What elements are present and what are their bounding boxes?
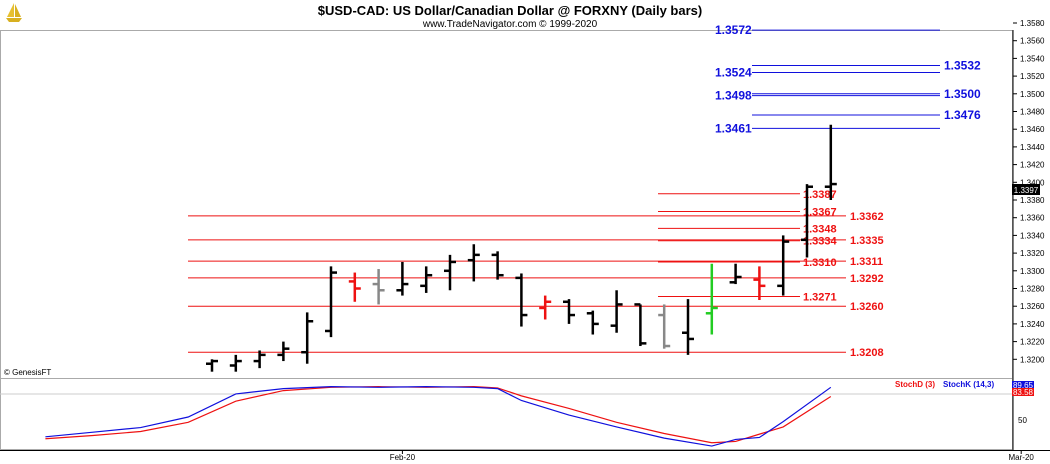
stochastic-lines — [45, 386, 832, 447]
price-tick-label: 1.3340 — [1020, 231, 1045, 240]
ohlc-bar — [325, 266, 337, 338]
price-tick-label: 1.3520 — [1020, 72, 1045, 81]
price-tick-label: 1.3380 — [1020, 196, 1045, 205]
price-panel-frame — [0, 30, 1013, 379]
blue-level-label: 1.3461 — [715, 121, 752, 135]
price-tick-label: 1.3440 — [1020, 143, 1045, 152]
price-tick-label: 1.3560 — [1020, 37, 1045, 46]
ohlc-bar — [277, 341, 290, 362]
price-tick-label: 1.3300 — [1020, 267, 1045, 276]
red-level-label: 1.3271 — [803, 291, 837, 303]
red-level-label: 1.3335 — [850, 235, 884, 247]
red-level-label: 1.3334 — [803, 236, 838, 248]
red-level-label: 1.3311 — [850, 256, 883, 268]
red-level-label: 1.3310 — [803, 257, 837, 269]
ohlc-bar — [539, 295, 552, 320]
blue-level-label: 1.3572 — [715, 23, 752, 37]
red-level-label: 1.3348 — [803, 223, 837, 235]
ohlc-bar — [729, 263, 742, 285]
stoch-series-line — [45, 386, 832, 447]
blue-level-label: 1.3524 — [715, 66, 752, 80]
ohlc-bar — [801, 184, 813, 258]
ohlc-bar — [372, 269, 385, 305]
chart-title: $USD-CAD: US Dollar/Canadian Dollar @ FO… — [318, 3, 702, 18]
blue-level-label: 1.3498 — [715, 89, 752, 103]
date-axis-labels: Feb-20 Mar-20 — [390, 450, 1035, 462]
ohlc-bar — [777, 235, 790, 296]
ohlc-bar — [634, 303, 647, 347]
blue-level-label: 1.3476 — [944, 108, 981, 122]
price-tick-label: 1.3460 — [1020, 125, 1045, 134]
red-level-label: 1.3387 — [803, 189, 837, 201]
support-resistance-levels: 1.3572 1.3532 1.3524 1.3500 1.3498 1.3476 1.34… — [188, 23, 981, 359]
price-tick-label: 1.3400 — [1020, 178, 1045, 187]
ohlc-bar — [301, 312, 314, 364]
stoch-tick-50: 50 — [1018, 416, 1027, 425]
ohlc-bar — [824, 124, 837, 200]
stoch-d-readout: 83.58 — [1013, 388, 1034, 397]
ohlc-bar — [586, 310, 599, 335]
blue-level-label: 1.3532 — [944, 58, 981, 72]
price-tick-label: 1.3420 — [1020, 161, 1045, 170]
ohlc-bar — [753, 266, 766, 301]
last-price-tag — [1012, 184, 1040, 195]
ohlc-bar — [396, 261, 409, 296]
ohlc-bar — [444, 254, 456, 291]
red-level-label: 1.3208 — [850, 347, 884, 359]
stoch-k-legend: StochK (14,3) — [943, 380, 994, 389]
ohlc-bar — [348, 272, 361, 302]
ohlc-bar — [563, 299, 575, 324]
chart-subtitle: www.TradeNavigator.com © 1999-2020 — [422, 19, 598, 30]
sailboat-logo-icon — [6, 3, 22, 22]
date-label: Mar-20 — [1009, 453, 1035, 462]
price-tick-label: 1.3320 — [1020, 249, 1045, 258]
red-level-label: 1.3362 — [850, 211, 884, 223]
price-axis: 1.3580 1.3560 1.3540 1.3520 1.3500 1.3480 1.34… — [1013, 19, 1045, 364]
price-tick-label: 1.3260 — [1020, 302, 1045, 311]
watermark: © GenesisFT — [4, 368, 51, 377]
date-label: Feb-20 — [390, 453, 416, 462]
ohlc-bar — [610, 290, 623, 333]
ohlc-bar — [515, 273, 528, 327]
stoch-series-line — [45, 386, 832, 444]
price-tick-label: 1.3200 — [1020, 355, 1045, 364]
ohlc-bar — [467, 244, 480, 282]
ohlc-bar — [253, 350, 266, 369]
price-tick-label: 1.3540 — [1020, 54, 1045, 63]
ohlc-bar — [682, 299, 694, 355]
stoch-d-readout-box — [1012, 388, 1034, 396]
price-tick-label: 1.3220 — [1020, 338, 1045, 347]
ohlc-bar — [491, 251, 504, 280]
ohlc-bar — [229, 354, 242, 372]
last-price-label: 1.3397 — [1014, 186, 1039, 195]
price-tick-label: 1.3580 — [1020, 19, 1045, 28]
stoch-k-readout: 89.65 — [1013, 381, 1034, 390]
ohlc-bar — [420, 266, 433, 293]
price-tick-label: 1.3480 — [1020, 108, 1045, 117]
red-level-label: 1.3292 — [850, 273, 884, 285]
ohlc-bar — [658, 304, 671, 349]
price-tick-label: 1.3240 — [1020, 320, 1045, 329]
ohlc-bar — [206, 359, 218, 372]
price-tick-label: 1.3280 — [1020, 285, 1045, 294]
blue-level-label: 1.3500 — [944, 87, 981, 101]
price-bars — [206, 124, 837, 372]
stoch-k-readout-box — [1012, 381, 1034, 389]
stoch-d-legend: StochD (3) — [895, 380, 935, 389]
ohlc-bar — [705, 263, 718, 335]
stochastic-panel-frame — [0, 378, 1013, 450]
price-tick-label: 1.3360 — [1020, 214, 1045, 223]
price-tick-label: 1.3500 — [1020, 90, 1045, 99]
red-level-label: 1.3260 — [850, 301, 884, 313]
